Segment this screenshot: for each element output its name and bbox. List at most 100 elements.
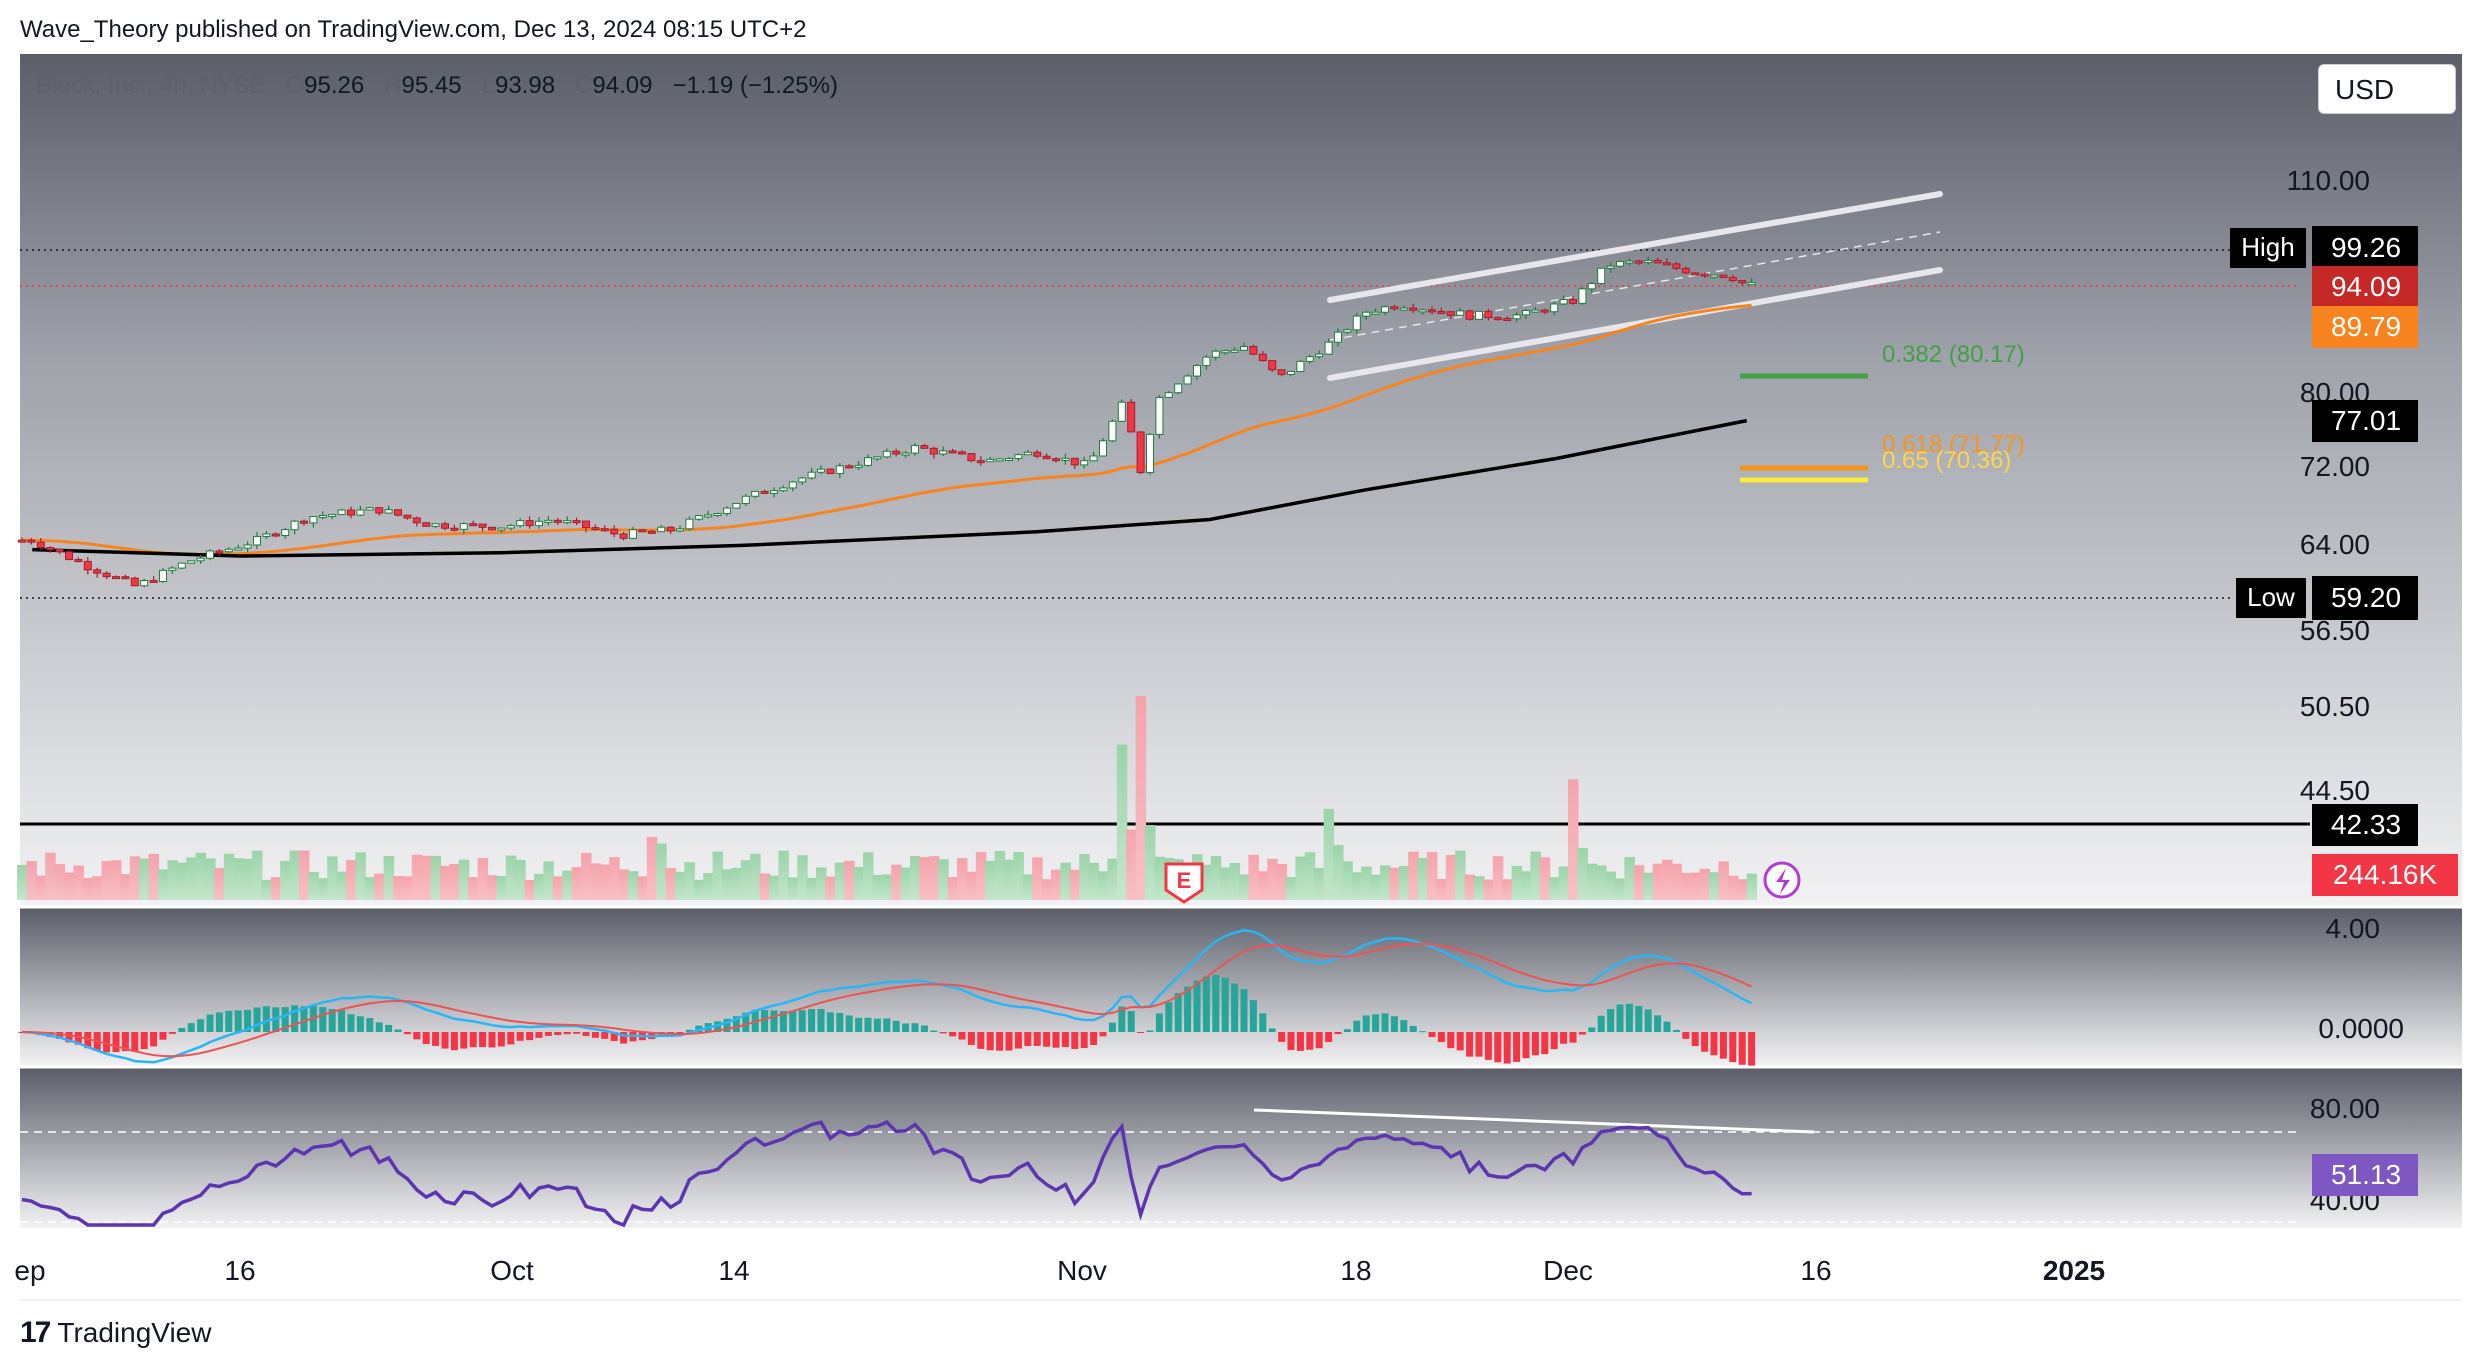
candle [271,532,280,538]
candle-body [1362,311,1371,317]
candle-body [215,550,224,554]
candle-body [196,557,205,562]
volume-bar [1370,874,1382,900]
candle [196,555,205,564]
macd-bar [1616,1004,1624,1032]
macd-bar [488,1032,496,1048]
candle [939,446,948,457]
macd-bar [1635,1006,1643,1032]
candle [1070,457,1079,469]
candle [666,526,675,535]
candle-body [929,447,938,455]
price-tick: 56.50 [2300,615,2370,646]
candle-body [83,560,92,571]
candle-body [1456,310,1465,316]
ema-line[interactable] [21,303,1752,556]
rsi-divergence-line[interactable] [1253,1108,1815,1134]
price-label: 42.33 [2312,804,2418,846]
candle [882,448,891,459]
macd-bar [1325,1032,1333,1043]
candle [1014,453,1023,462]
macd-bar [864,1017,872,1032]
volume-bar [1727,875,1739,900]
earnings-marker[interactable]: E [1164,862,1204,904]
candle [788,480,797,492]
volume-bar [45,852,56,900]
candle-body [1117,401,1126,422]
macd-line[interactable] [21,928,1753,1064]
time-axis[interactable]: ep 16 Oct 14 Nov 18 Dec 16 2025 [14,1255,2105,1286]
macd-bar [1146,1030,1154,1032]
candle [394,509,402,517]
currency-button[interactable]: USD [2318,64,2456,114]
candle-body [1240,345,1248,351]
volume-bar [1408,851,1419,900]
price-tick: 72.00 [2300,451,2370,482]
level-label-low: Low [2236,578,2306,618]
candle [798,476,807,485]
candle-body [807,471,816,479]
candle-body [638,529,647,533]
volume-bar [1116,744,1128,900]
volume-bar [1088,862,1100,900]
macd-bar [761,1009,769,1032]
channel-lower-line[interactable] [1327,267,1943,381]
sma-line[interactable] [32,418,1748,558]
candle-body [281,529,290,537]
macd-bar [1202,976,1210,1032]
channel-upper-line[interactable] [1327,191,1943,303]
rsi-line[interactable] [21,1120,1752,1228]
macd-bar [1014,1032,1022,1049]
macd-bar [1024,1032,1032,1047]
price-label: 99.26 [2312,226,2418,270]
candle-body [55,548,64,553]
macd-bar [1541,1032,1549,1055]
candle [1099,437,1107,457]
volume-bar [1257,871,1269,900]
candle-body [1578,288,1587,304]
footer-brand[interactable]: 17 TradingView [20,1316,211,1350]
candle-body [995,458,1004,462]
candle [1738,280,1747,286]
candle-body [619,533,628,539]
macd-bar [1118,1006,1126,1032]
volume-bar [1643,872,1654,900]
candle [779,485,788,492]
lightning-icon[interactable] [1763,861,1801,899]
volume-bar [1079,854,1090,900]
candle-body [1409,307,1418,311]
candle [121,574,130,580]
candle-body [1653,259,1662,264]
candle [676,525,684,533]
volume-bar [1737,879,1748,900]
volume-bar [1107,858,1118,900]
volume-bar [975,852,987,900]
volume-bar [750,853,761,900]
candle [187,560,196,564]
macd-bar [441,1032,449,1049]
channel-mid-line[interactable] [1329,231,1941,341]
candle-body [1512,314,1521,320]
candle [262,530,271,540]
candle [1230,347,1239,353]
candle-body [1080,460,1089,466]
volume-bar [1248,854,1259,900]
candle-body [403,514,412,519]
candle [770,487,778,498]
candle-body [1146,433,1154,474]
candle [1061,453,1070,465]
volume-bar [1586,863,1598,900]
candle [1334,328,1342,347]
candle-body [1616,261,1624,267]
signal-line[interactable] [21,942,1753,1058]
volume-bar [1539,857,1551,900]
volume-bar [1220,867,1231,900]
candle [1465,310,1474,321]
volume-bar [148,853,160,900]
volume-bar [628,871,639,900]
ohlc-legend[interactable]: Block, Inc., 4h, NYSE O95.26 H95.45 L93.… [36,72,838,100]
macd-bar [601,1032,609,1039]
change-value: −1.19 (−1.25%) [672,72,838,99]
candle-body [1691,272,1700,276]
